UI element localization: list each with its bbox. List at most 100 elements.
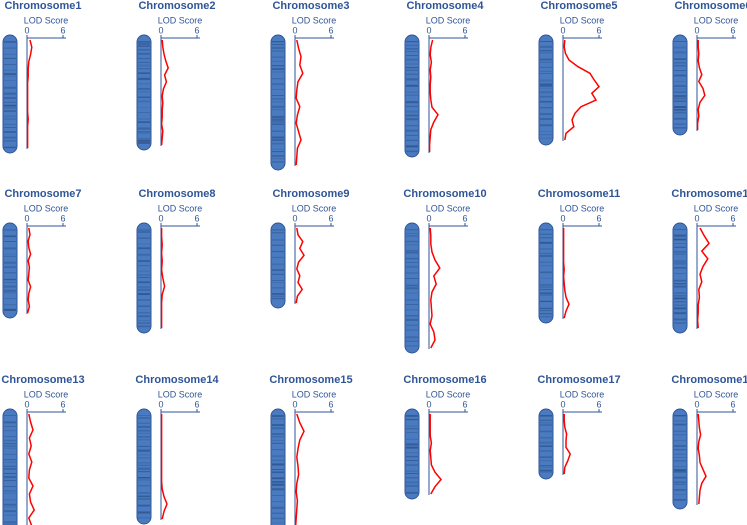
- band: [4, 499, 16, 501]
- band: [540, 49, 552, 52]
- band: [540, 241, 552, 244]
- x-tick-label: 0: [426, 25, 431, 35]
- band: [406, 145, 418, 148]
- x-tick-label: 6: [596, 25, 601, 35]
- band: [138, 415, 150, 416]
- band: [138, 45, 150, 47]
- band: [406, 470, 418, 472]
- x-axis-label: LOD Score: [560, 15, 605, 25]
- band: [272, 105, 284, 108]
- band: [4, 289, 16, 292]
- band: [4, 86, 16, 89]
- band: [4, 64, 16, 66]
- band: [138, 289, 150, 291]
- x-tick-label: 0: [694, 213, 699, 223]
- band: [4, 123, 16, 125]
- band: [540, 441, 552, 444]
- band: [4, 261, 16, 264]
- band: [138, 131, 150, 133]
- x-tick-label: 6: [730, 213, 735, 223]
- band: [4, 136, 16, 139]
- band: [272, 46, 284, 49]
- band: [138, 426, 150, 428]
- band: [138, 320, 150, 321]
- band: [272, 494, 284, 496]
- band: [138, 137, 150, 140]
- chart-title: Chromosome16: [403, 374, 486, 386]
- band: [540, 255, 552, 257]
- band: [138, 72, 150, 75]
- band: [674, 95, 686, 98]
- band: [406, 418, 418, 421]
- band: [674, 483, 686, 485]
- band: [406, 262, 418, 263]
- band: [272, 256, 284, 259]
- band: [674, 273, 686, 274]
- band: [4, 255, 16, 257]
- band: [674, 453, 686, 455]
- band: [272, 483, 284, 486]
- band: [138, 127, 150, 130]
- band: [138, 311, 150, 314]
- band: [674, 471, 686, 473]
- band: [138, 107, 150, 108]
- band: [540, 307, 552, 309]
- band: [272, 101, 284, 103]
- band: [540, 130, 552, 132]
- band: [674, 415, 686, 417]
- chromosome: [404, 34, 420, 158]
- band: [674, 242, 686, 244]
- band: [540, 419, 552, 421]
- band: [272, 477, 284, 480]
- band: [540, 83, 552, 86]
- band: [4, 308, 16, 311]
- band: [406, 324, 418, 326]
- band: [674, 430, 686, 433]
- x-tick-label: 0: [292, 213, 297, 223]
- band: [4, 304, 16, 306]
- band: [674, 250, 686, 254]
- band: [406, 232, 418, 234]
- chromosome: [270, 408, 286, 525]
- band: [272, 481, 284, 483]
- band: [406, 110, 418, 113]
- band: [4, 106, 16, 109]
- lod-line: [429, 414, 442, 495]
- band: [4, 53, 16, 55]
- band: [674, 307, 686, 310]
- band: [272, 293, 284, 295]
- band: [272, 244, 284, 246]
- lod-line: [428, 39, 439, 152]
- band: [540, 316, 552, 318]
- band: [540, 288, 552, 291]
- band: [272, 512, 284, 514]
- band: [272, 130, 284, 132]
- band: [674, 423, 686, 426]
- band: [272, 424, 284, 426]
- band: [4, 475, 16, 479]
- band: [272, 118, 284, 121]
- band: [406, 287, 418, 290]
- band: [674, 106, 686, 109]
- band: [4, 503, 16, 506]
- band: [406, 69, 418, 71]
- band: [406, 460, 418, 461]
- band: [4, 436, 16, 437]
- band: [4, 146, 16, 149]
- lod-line: [160, 228, 166, 328]
- band: [540, 300, 552, 303]
- band: [272, 269, 284, 272]
- band: [540, 415, 552, 417]
- band: [406, 329, 418, 331]
- band: [4, 468, 16, 470]
- band: [674, 434, 686, 436]
- lod-line: [294, 413, 305, 525]
- band: [138, 436, 150, 438]
- lod-line: [160, 39, 170, 146]
- band: [138, 247, 150, 250]
